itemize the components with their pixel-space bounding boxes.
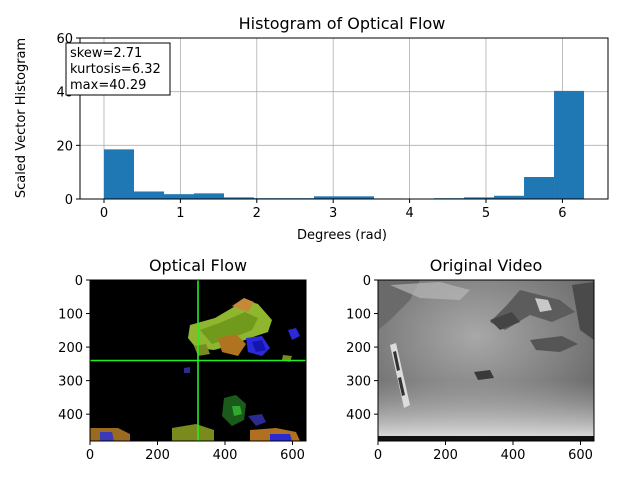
histogram-xlabel: Degrees (rad) <box>297 228 387 243</box>
histogram-x-tick-label: 4 <box>405 206 413 221</box>
image-x-tick-label: 0 <box>86 448 94 463</box>
histogram-bar <box>554 90 585 199</box>
histogram-title: Histogram of Optical Flow <box>239 14 446 33</box>
histogram-x-tick-label: 2 <box>253 206 261 221</box>
optical-flow-frame <box>89 279 307 442</box>
image-y-tick-label: 0 <box>75 274 83 289</box>
original-video-frame <box>377 279 595 442</box>
original-video-image <box>378 280 594 441</box>
histogram-y-tick-label: 0 <box>65 193 73 208</box>
image-x-tick-label: 600 <box>568 448 593 463</box>
image-y-tick-label: 300 <box>346 375 371 390</box>
histogram-x-tick-label: 3 <box>329 206 337 221</box>
histogram-bar <box>314 196 345 199</box>
optical-flow-y-ticks: 0 100 200 300 400 <box>58 274 90 423</box>
histogram-bar <box>464 197 495 199</box>
stat-kurtosis: kurtosis=6.32 <box>70 62 161 77</box>
histogram-x-tick-label: 0 <box>100 206 108 221</box>
original-video-y-ticks: 0 100 200 300 400 <box>346 274 378 423</box>
image-x-tick-label: 400 <box>501 448 526 463</box>
optical-flow-title: Optical Flow <box>149 256 247 275</box>
stats-box: skew=2.71 kurtosis=6.32 max=40.29 <box>65 42 171 96</box>
image-y-tick-label: 100 <box>346 308 371 323</box>
histogram-bar <box>193 193 224 199</box>
histogram-bar <box>494 195 525 199</box>
image-y-tick-label: 400 <box>346 408 371 423</box>
histogram-x-tick-label: 5 <box>482 206 490 221</box>
image-y-tick-label: 100 <box>58 308 83 323</box>
stat-max: max=40.29 <box>70 78 146 93</box>
histogram-x-ticks: 0 1 2 3 4 5 6 <box>100 199 567 221</box>
histogram-y-tick-label: 20 <box>56 139 73 154</box>
histogram-bar <box>223 197 255 199</box>
histogram-x-tick-label: 1 <box>176 206 184 221</box>
stat-skew: skew=2.71 <box>70 46 142 61</box>
histogram-frame <box>79 37 609 200</box>
image-x-tick-label: 600 <box>280 448 305 463</box>
histogram-ylabel: Scaled Vector Histogram <box>14 38 29 198</box>
image-x-tick-label: 400 <box>213 448 238 463</box>
histogram-bar <box>163 194 194 199</box>
histogram-bar <box>103 149 134 199</box>
image-y-tick-label: 200 <box>58 341 83 356</box>
stats-box-frame <box>65 42 171 96</box>
histogram-bar <box>344 196 375 199</box>
optical-flow-x-ticks: 0 200 400 600 <box>86 441 305 463</box>
image-x-tick-label: 200 <box>433 448 458 463</box>
original-video-x-ticks: 0 200 400 600 <box>374 441 593 463</box>
crosshair <box>90 280 306 441</box>
image-x-tick-label: 0 <box>374 448 382 463</box>
original-video-title: Original Video <box>430 256 543 275</box>
histogram-bar <box>133 191 164 199</box>
image-y-tick-label: 400 <box>58 408 83 423</box>
histogram-bar <box>524 176 555 199</box>
histogram-x-tick-label: 6 <box>558 206 566 221</box>
image-x-tick-label: 200 <box>145 448 170 463</box>
image-y-tick-label: 0 <box>363 274 371 289</box>
original-video-panel: Original Video 0 200 400 600 0 100 200 300 400 <box>346 256 595 463</box>
image-y-tick-label: 200 <box>346 341 371 356</box>
histogram-bars <box>103 90 585 199</box>
image-y-tick-label: 300 <box>58 375 83 390</box>
